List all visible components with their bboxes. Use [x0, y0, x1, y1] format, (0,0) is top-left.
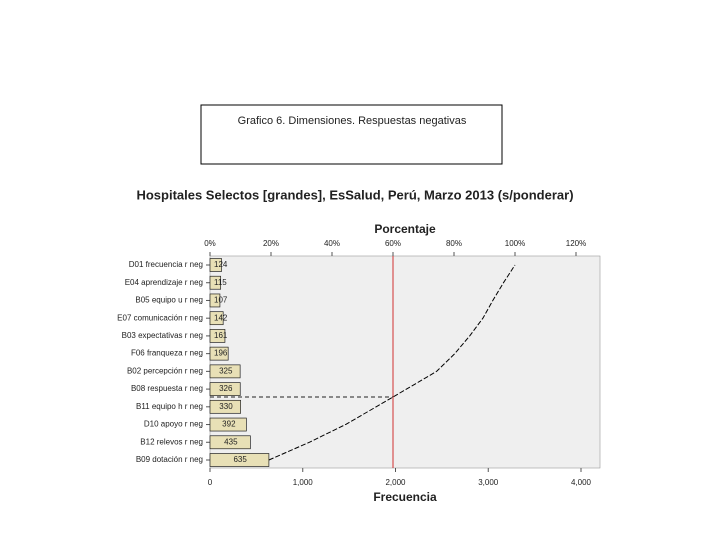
bar-label: 196	[214, 349, 228, 358]
x2-tick-label: 120%	[566, 239, 586, 248]
bar	[209, 364, 241, 379]
x-tick-label: 3,000	[478, 478, 499, 487]
bar-label: 107	[214, 296, 228, 305]
bar-label: 142	[214, 313, 228, 322]
y-tick-label: D10 apoyo r neg	[144, 420, 203, 429]
x-tick-label: 0	[208, 478, 213, 487]
y-tick-label: B11 equipo h r neg	[136, 402, 203, 411]
y-tick-label: D01 frecuencia r neg	[129, 260, 203, 269]
bar	[209, 453, 270, 467]
bar	[209, 382, 241, 396]
bar	[209, 293, 221, 308]
bar-label: 161	[214, 331, 228, 340]
x-tick-label: 2,000	[385, 478, 406, 487]
x-tick-label: 1,000	[293, 478, 314, 487]
y-tick-label: E07 comunicación r neg	[117, 313, 203, 322]
bar	[209, 346, 229, 361]
x-tick-label: 4,000	[571, 478, 592, 487]
chart-title: Hospitales Selectos [grandes], EsSalud, …	[136, 187, 573, 202]
y-tick-label: B12 relevos r neg	[140, 437, 203, 446]
caption: Grafico 6. Dimensiones. Respuestas negat…	[238, 115, 467, 127]
bar	[209, 399, 241, 414]
bar-label: 115	[214, 278, 227, 287]
caption-box	[200, 104, 503, 165]
bar-label: 124	[214, 260, 228, 269]
bar	[209, 329, 226, 343]
bar-label: 330	[219, 402, 233, 411]
bar-label: 435	[224, 437, 238, 446]
y-tick-label: B05 equipo u r neg	[135, 296, 203, 305]
y-tick-label: B08 respuesta r neg	[131, 384, 203, 393]
y-tick-label: E04 aprendizaje r neg	[125, 278, 203, 287]
x2-tick-label: 60%	[385, 239, 401, 248]
y-tick-label: B09 dotación r neg	[136, 455, 203, 464]
y-tick-label: B02 percepción r neg	[127, 366, 203, 375]
y-tick-label: B03 expectativas r neg	[122, 331, 203, 340]
x2-tick-label: 100%	[505, 239, 525, 248]
bar	[209, 258, 222, 272]
bar-label: 392	[222, 420, 236, 429]
bar	[209, 311, 224, 326]
cumulative-line	[268, 264, 516, 461]
x2-tick-label: 20%	[263, 239, 279, 248]
bar	[209, 435, 251, 450]
plot-area	[209, 255, 601, 469]
x2-tick-label: 80%	[446, 239, 462, 248]
bar-label: 325	[219, 366, 233, 375]
bar	[209, 417, 247, 432]
bar	[209, 275, 222, 290]
x2-axis-label: Porcentaje	[374, 222, 436, 236]
x2-tick-label: 0%	[204, 239, 216, 248]
bar-label: 326	[219, 384, 233, 393]
x2-tick-label: 40%	[324, 239, 340, 248]
x-axis-label: Frecuencia	[373, 490, 437, 504]
bar-label: 635	[233, 455, 247, 464]
y-tick-label: F06 franqueza r neg	[131, 349, 203, 358]
